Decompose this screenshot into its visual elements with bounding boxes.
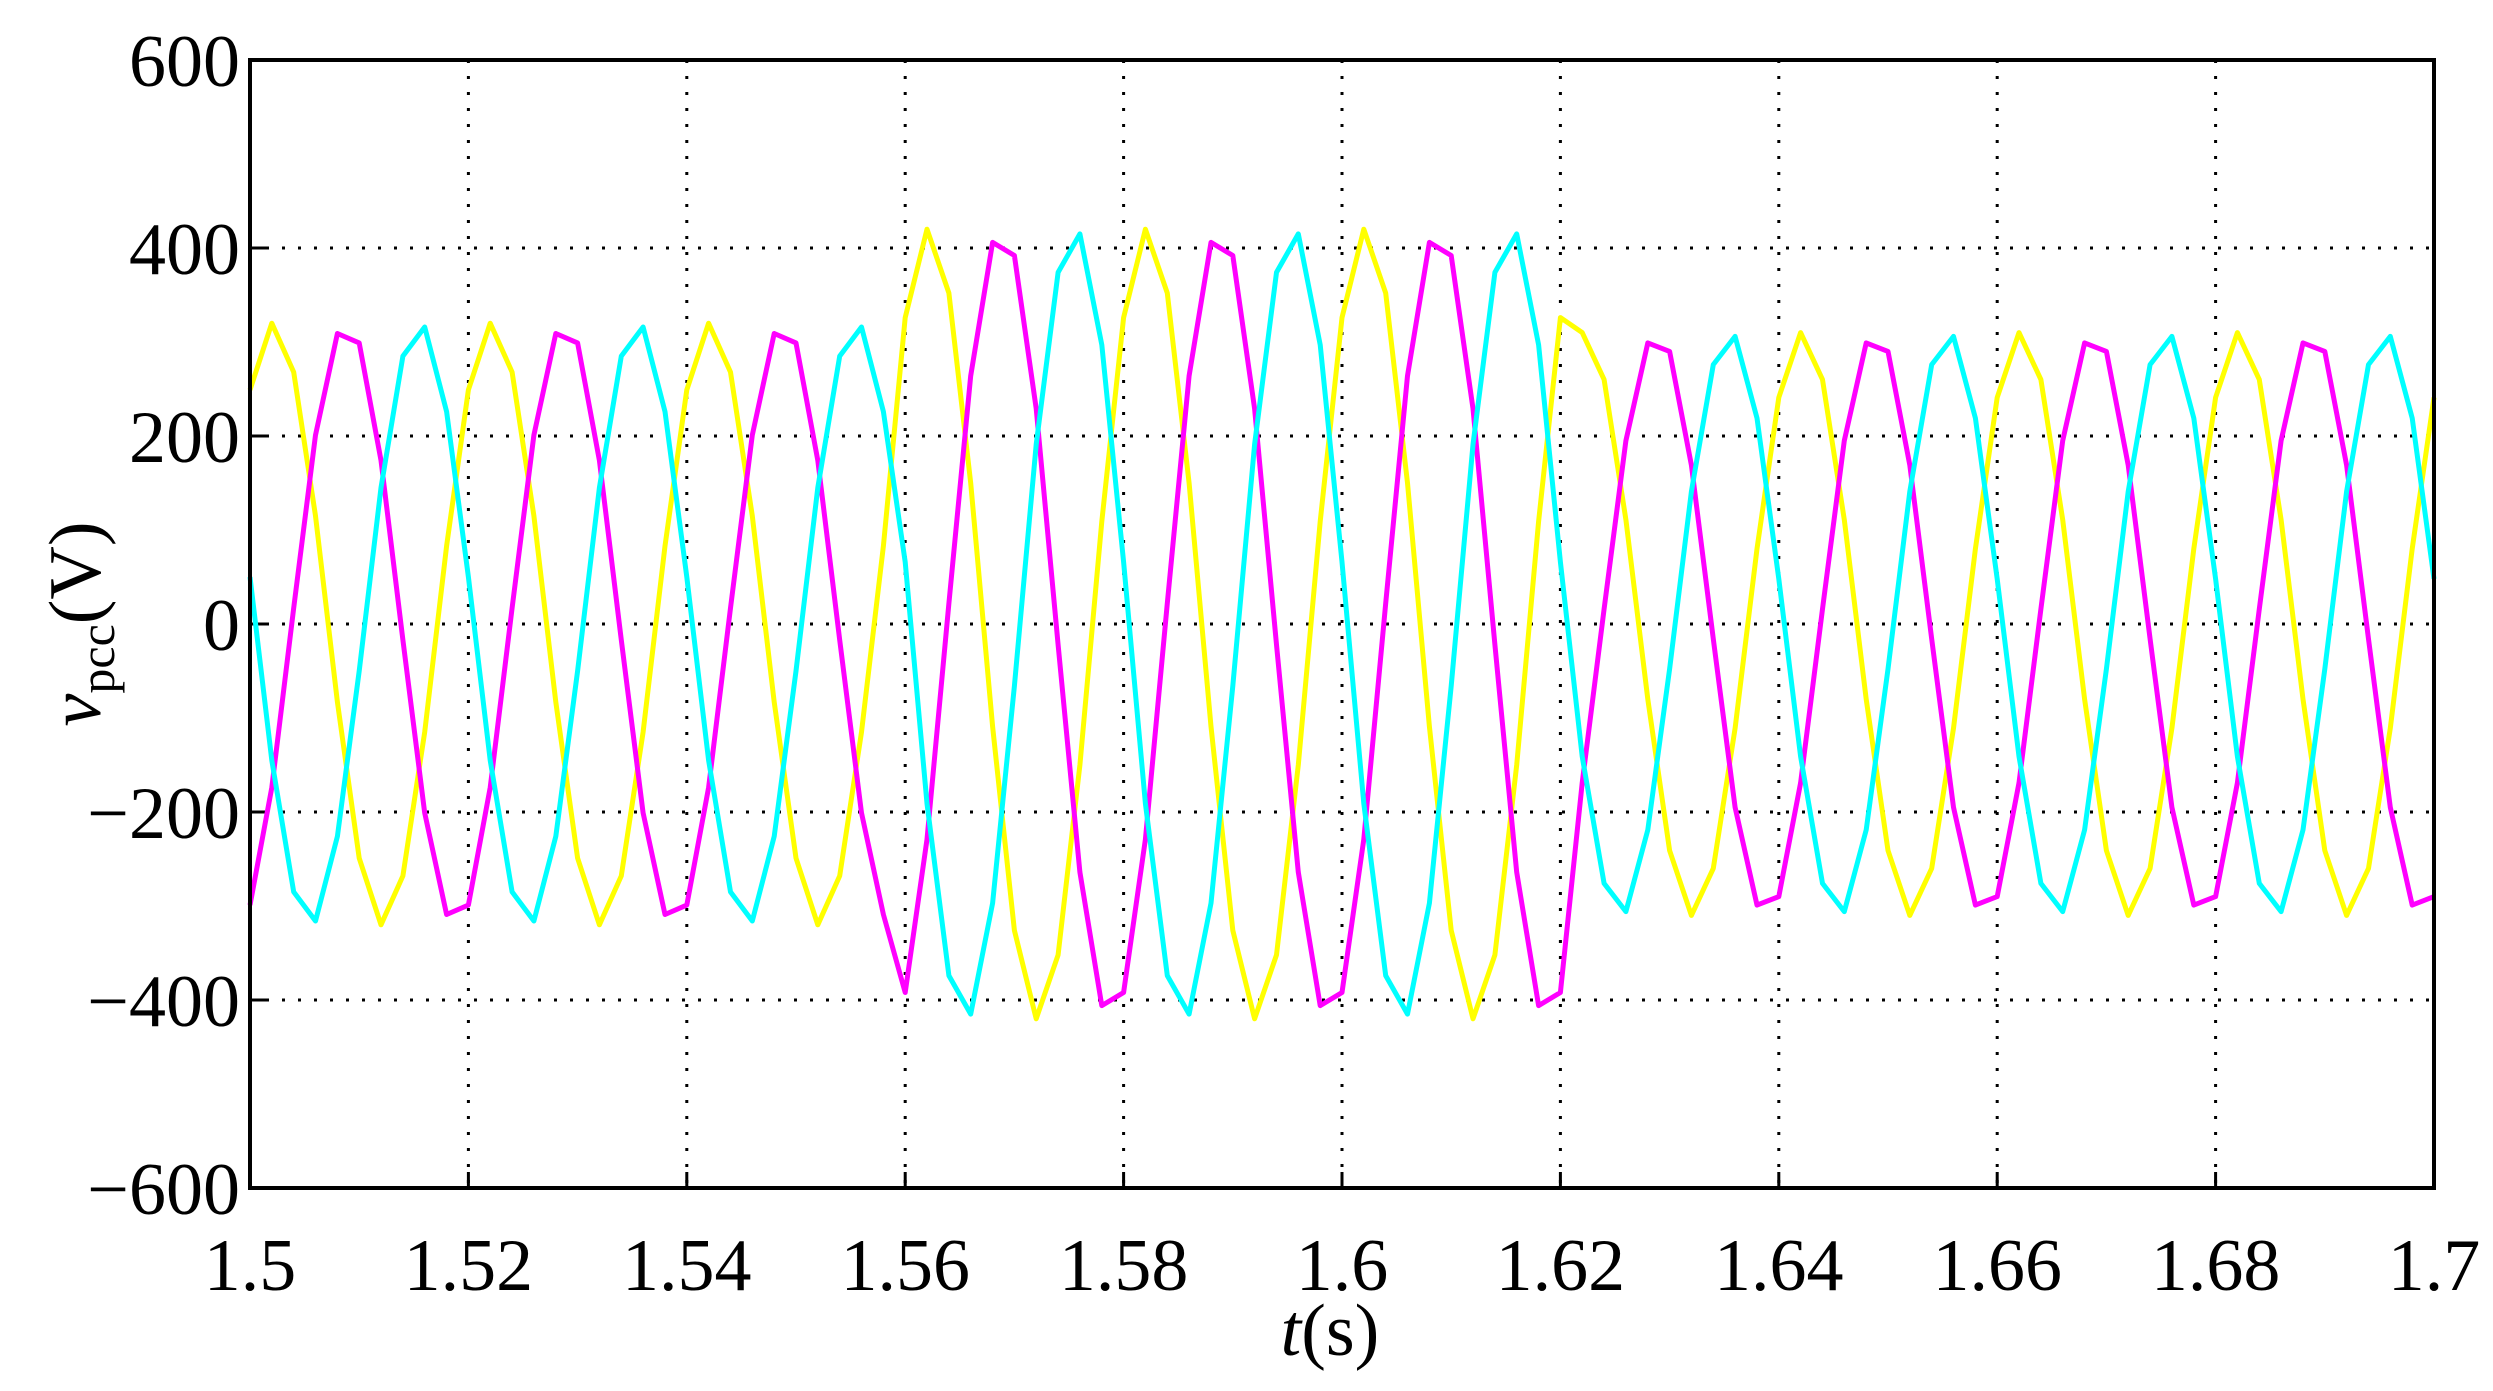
y-tick-label: −600 bbox=[87, 1149, 240, 1231]
x-tick-label: 1.62 bbox=[1496, 1225, 1626, 1307]
series-line bbox=[247, 226, 2437, 1022]
x-tick-label: 1.56 bbox=[840, 1225, 970, 1307]
y-tick-label: 600 bbox=[129, 21, 240, 103]
x-tick-label: 1.7 bbox=[2388, 1225, 2481, 1307]
y-label-unit: (V) bbox=[35, 522, 117, 625]
plot-frame bbox=[248, 58, 2436, 1190]
x-tick-label: 1.58 bbox=[1059, 1225, 1189, 1307]
y-label-var: v bbox=[35, 693, 117, 726]
y-tick-label: 400 bbox=[129, 209, 240, 291]
y-tick-label: −200 bbox=[87, 773, 240, 855]
x-tick-label: 1.5 bbox=[204, 1225, 297, 1307]
x-tick-label: 1.68 bbox=[2151, 1225, 2281, 1307]
x-tick-label: 1.54 bbox=[622, 1225, 752, 1307]
x-label-unit: (s) bbox=[1301, 1290, 1379, 1372]
y-tick-label: −400 bbox=[87, 961, 240, 1043]
y-tick-label: 200 bbox=[129, 397, 240, 479]
y-tick-label: 0 bbox=[203, 585, 240, 667]
x-label-var: t bbox=[1281, 1290, 1304, 1372]
x-tick-label: 1.6 bbox=[1296, 1225, 1389, 1307]
series-line bbox=[247, 239, 2435, 1009]
x-tick-label: 1.52 bbox=[404, 1225, 534, 1307]
x-tick-label: 1.66 bbox=[1932, 1225, 2062, 1307]
y-label-sub: pcc bbox=[69, 624, 125, 693]
series-line bbox=[247, 231, 2437, 1017]
y-axis-label: vpcc(V) bbox=[35, 522, 125, 727]
x-tick-label: 1.64 bbox=[1714, 1225, 1844, 1307]
x-axis-label: t(s) bbox=[1281, 1290, 1380, 1372]
